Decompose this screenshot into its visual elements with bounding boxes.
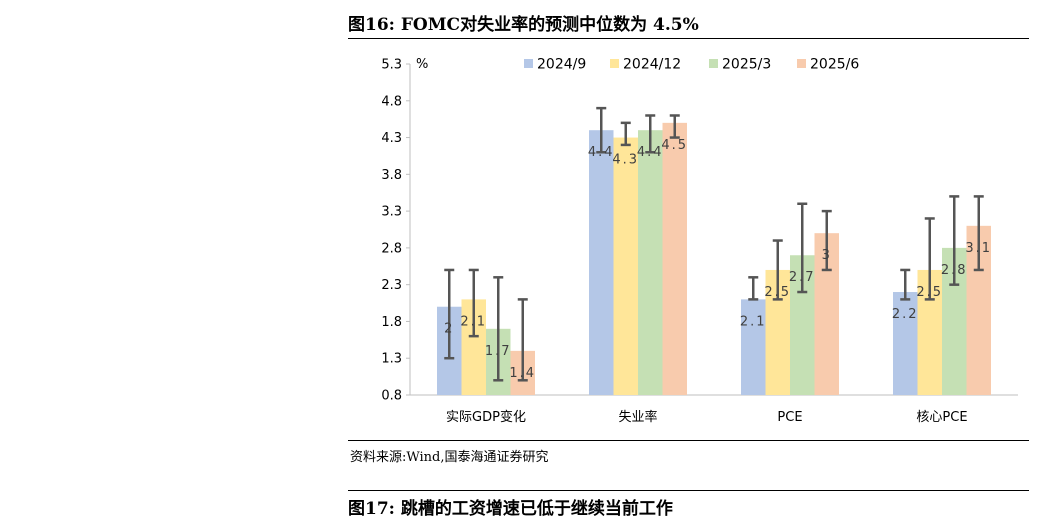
legend-label: 2024/12 <box>623 57 681 73</box>
y-tick-label: 0.8 <box>381 389 402 404</box>
error-bars <box>444 106 984 382</box>
legend-swatch <box>524 59 533 68</box>
legend: 2024/9 2024/12 2025/3 2025/6 <box>524 57 859 73</box>
figure-17-rule <box>348 490 1029 491</box>
y-tick-label: 2.8 <box>381 241 402 256</box>
fomc-projection-chart: 0.8 1.3 1.8 2.3 2.8 3.3 3.8 4.3 4.8 5.3% 2 2.1 1.7 1… <box>381 57 1018 425</box>
y-axis: 0.8 1.3 1.8 2.3 2.8 3.3 3.8 4.3 4.8 5.3% <box>381 57 428 404</box>
data-label: 2.2 <box>892 307 919 322</box>
category-labels: 实际GDP变化 失业率 PCE 核心PCE <box>446 409 968 425</box>
data-label: 4.4 <box>637 145 664 160</box>
data-label: 1.4 <box>509 366 536 381</box>
data-label: 2.5 <box>916 285 943 300</box>
source-note: 资料来源:Wind,国泰海通证券研究 <box>350 450 549 465</box>
title-rule <box>348 38 1029 39</box>
y-tick-label: 4.8 <box>381 94 402 109</box>
data-label: 2.8 <box>941 263 968 278</box>
figure-16-title: 图16: FOMC对失业率的预测中位数为 4.5% <box>348 15 699 35</box>
y-tick-label: 1.3 <box>381 352 402 367</box>
category-label: PCE <box>777 410 802 425</box>
figure-17-title: 图17: 跳槽的工资增速已低于继续当前工作 <box>348 499 673 519</box>
y-tick-label: 3.8 <box>381 168 402 183</box>
y-unit-label: % <box>416 57 428 72</box>
bar <box>613 137 638 396</box>
source-rule <box>348 440 1029 441</box>
legend-swatch <box>610 59 619 68</box>
bar <box>638 130 663 395</box>
bar-groups <box>437 122 991 396</box>
bar <box>662 122 687 395</box>
y-tick-label: 3.3 <box>381 205 402 220</box>
legend-label: 2024/9 <box>537 57 586 73</box>
y-tick-label: 2.3 <box>381 278 402 293</box>
data-label: 2.1 <box>740 314 767 329</box>
bar <box>893 292 918 395</box>
data-labels: 2 2.11.71.44.44.34.44.52.12.52.732.22.52.… <box>444 138 992 381</box>
category-label: 核心PCE <box>916 410 967 425</box>
category-label: 实际GDP变化 <box>446 409 526 425</box>
y-tick-label: 1.8 <box>381 315 402 330</box>
data-label: 1.7 <box>485 344 512 359</box>
data-label: 2.5 <box>764 285 791 300</box>
data-label: 3.1 <box>965 241 992 256</box>
data-label: 3 <box>822 248 832 263</box>
data-label: 2.1 <box>460 314 487 329</box>
legend-label: 2025/6 <box>810 57 859 73</box>
data-label: 4.3 <box>612 153 639 168</box>
legend-swatch <box>709 59 718 68</box>
legend-label: 2025/3 <box>722 57 771 73</box>
data-label: 2.7 <box>789 270 816 285</box>
data-label: 2 <box>444 322 454 337</box>
bar <box>589 130 614 395</box>
category-label: 失业率 <box>618 409 657 425</box>
legend-swatch <box>797 59 806 68</box>
data-label: 4.4 <box>588 145 615 160</box>
data-label: 4.5 <box>661 138 688 153</box>
y-tick-label: 5.3 <box>381 58 402 73</box>
bar <box>741 299 766 395</box>
y-tick-label: 4.3 <box>381 131 402 146</box>
